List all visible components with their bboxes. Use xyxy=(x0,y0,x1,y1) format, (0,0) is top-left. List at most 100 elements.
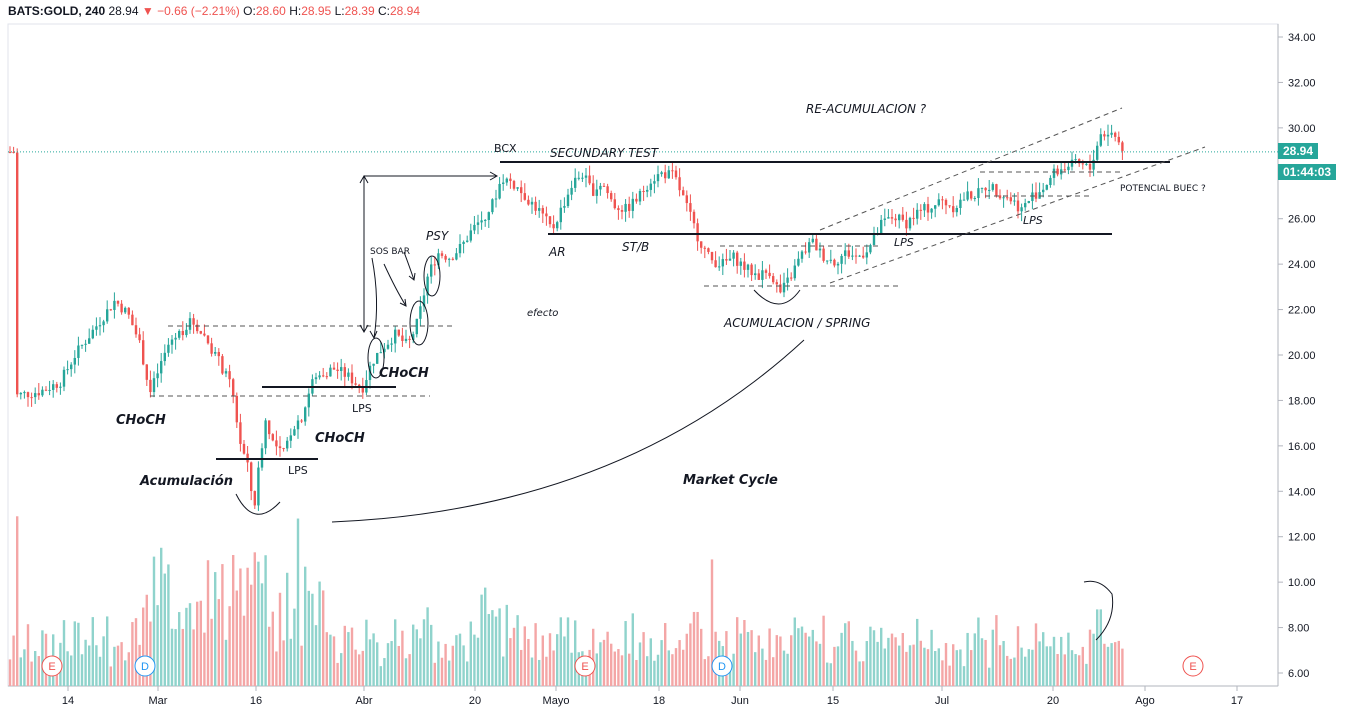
candle-body xyxy=(19,392,22,395)
volume-bar xyxy=(970,650,973,686)
candle-body xyxy=(419,306,422,319)
volume-bar xyxy=(304,566,307,686)
volume-bar xyxy=(664,623,667,686)
candle-body xyxy=(1052,168,1056,178)
symbol-name[interactable]: BATS:GOLD, 240 xyxy=(8,4,106,18)
candle-body xyxy=(437,253,440,266)
candle-body xyxy=(700,241,703,248)
candle-body xyxy=(851,255,854,257)
candle-body xyxy=(800,251,804,259)
volume-bar xyxy=(620,655,624,686)
candle-body xyxy=(682,190,685,196)
volume-bar xyxy=(422,619,426,686)
candle-body xyxy=(847,250,850,257)
candle-body xyxy=(131,314,134,326)
volume-bar xyxy=(365,619,368,686)
lps-label-3: LPS xyxy=(894,236,914,249)
candle-body xyxy=(325,376,328,378)
volume-bar xyxy=(980,638,984,686)
candle-body xyxy=(955,208,958,213)
volume-bar xyxy=(106,616,109,686)
volume-bar xyxy=(919,640,922,686)
volume-bar xyxy=(775,635,778,686)
candle-body xyxy=(509,178,512,182)
volume-bar xyxy=(1070,650,1074,686)
candle-body xyxy=(638,190,642,202)
candle-body xyxy=(228,371,231,380)
psy-label: PSY xyxy=(426,229,450,243)
event-marker-label: D xyxy=(718,661,726,673)
volume-bar xyxy=(660,640,663,686)
volume-bar xyxy=(520,649,523,686)
volume-bar xyxy=(599,642,602,686)
volume-bar xyxy=(480,594,483,686)
volume-bar xyxy=(523,626,526,686)
volume-bar xyxy=(736,617,739,686)
volume-bar xyxy=(995,615,998,686)
candle-body xyxy=(746,264,750,270)
candle-body xyxy=(264,420,267,449)
candle-body xyxy=(826,260,829,262)
volume-bar xyxy=(934,651,937,686)
volume-bar xyxy=(840,632,843,686)
volume-bar xyxy=(491,610,494,686)
volume-bar xyxy=(826,662,829,686)
y-tick-label: 14.00 xyxy=(1288,486,1316,498)
candle-body xyxy=(1027,201,1030,204)
candle-body xyxy=(926,204,930,213)
volume-bar xyxy=(847,621,850,686)
open-value: 28.60 xyxy=(255,4,286,18)
candle-body xyxy=(782,282,786,293)
candle-body xyxy=(178,331,181,338)
volume-bar xyxy=(502,656,505,686)
x-tick-label: Jul xyxy=(935,695,949,707)
candle-body xyxy=(833,259,836,266)
volume-bar xyxy=(386,643,390,686)
candle-body xyxy=(448,258,451,260)
volume-bar xyxy=(1042,632,1045,686)
candle-body xyxy=(257,467,260,506)
volume-bar xyxy=(152,556,156,686)
candle-body xyxy=(242,443,246,454)
volume-bar xyxy=(149,621,152,686)
volume-bar xyxy=(1106,646,1110,686)
candle-body xyxy=(239,422,242,444)
volume-bar xyxy=(368,639,372,686)
volume-bar xyxy=(876,641,879,686)
candle-body xyxy=(1002,197,1005,199)
acumulacion-label: Acumulación xyxy=(139,474,233,489)
volume-bar xyxy=(678,640,681,686)
candle-body xyxy=(869,245,872,253)
candle-body xyxy=(545,213,548,217)
x-tick-label: Jun xyxy=(731,695,749,707)
candle-body xyxy=(923,204,926,211)
volume-bar xyxy=(350,627,354,686)
volume-bar xyxy=(1002,640,1005,686)
candle-body xyxy=(214,352,217,354)
volume-bar xyxy=(1063,654,1066,686)
y-tick-label: 10.00 xyxy=(1288,577,1316,589)
volume-bar xyxy=(1060,636,1063,686)
volume-bar xyxy=(743,620,746,686)
volume-bar xyxy=(545,656,548,686)
volume-bar xyxy=(682,649,685,686)
volume-bar xyxy=(88,645,91,686)
volume-bar xyxy=(145,594,148,686)
candle-body xyxy=(1013,200,1016,202)
volume-bar xyxy=(667,650,670,686)
candle-body xyxy=(196,324,199,332)
volume-bar xyxy=(347,632,350,686)
volume-bar xyxy=(811,629,814,686)
candle-body xyxy=(250,462,253,492)
candle-body xyxy=(779,284,782,293)
symbol-legend[interactable]: BATS:GOLD, 240 28.94 ▼ −0.66 (−2.21%) O:… xyxy=(8,4,420,18)
candle-body xyxy=(653,181,656,184)
candle-body xyxy=(336,369,339,372)
candle-body xyxy=(581,177,584,179)
volume-bar xyxy=(34,651,37,686)
candle-body xyxy=(728,258,732,261)
candle-body xyxy=(41,389,44,396)
volume-bar xyxy=(23,649,26,686)
